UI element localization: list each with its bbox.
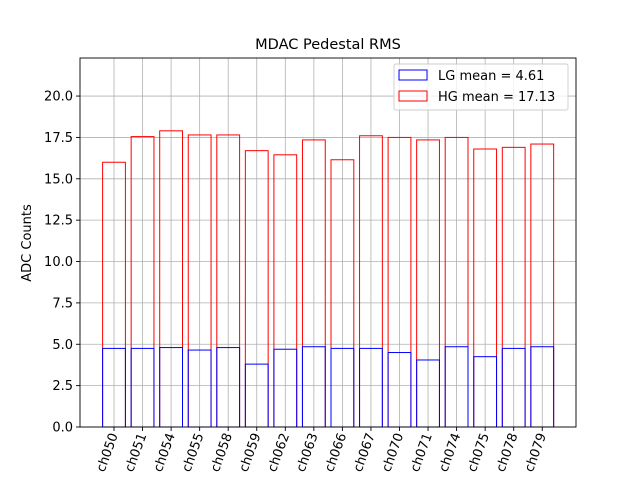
y-tick-label: 15.0 [44,172,73,187]
y-tick-label: 17.5 [44,131,73,146]
y-tick-label: 0.0 [52,421,73,436]
chart-title: MDAC Pedestal RMS [255,37,401,53]
legend-box [393,63,569,111]
y-tick-label: 10.0 [44,255,73,270]
plot-frame [79,57,577,428]
y-axis-label: ADC Counts [20,204,35,282]
y-tick-label: 5.0 [52,338,73,353]
grid [80,58,576,428]
y-tick-label: 20.0 [44,90,73,105]
legend-label: LG mean = 4.61 [438,69,544,84]
y-tick-label: 7.5 [52,296,73,311]
y-tick-label: 2.5 [52,379,73,394]
legend-swatch [398,69,428,81]
legend-swatch [398,90,428,102]
legend-label: HG mean = 17.13 [438,90,555,105]
y-tick-label: 12.5 [44,214,73,229]
legend: LG mean = 4.61 HG mean = 17.13 [393,63,569,111]
